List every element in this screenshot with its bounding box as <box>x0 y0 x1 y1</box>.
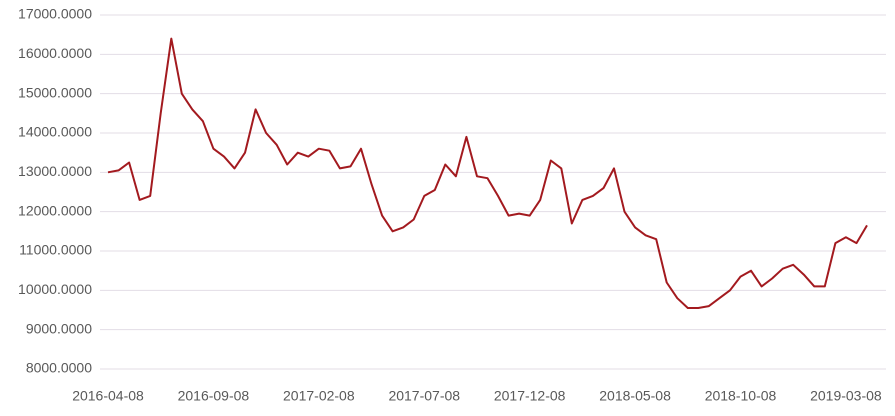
y-tick-label: 11000.0000 <box>19 242 92 258</box>
x-tick-label: 2017-02-08 <box>283 388 355 404</box>
y-tick-label: 9000.0000 <box>26 320 92 336</box>
y-tick-label: 13000.0000 <box>18 163 92 179</box>
y-tick-label: 16000.0000 <box>18 45 92 61</box>
y-tick-label: 17000.0000 <box>18 6 92 22</box>
y-tick-label: 8000.0000 <box>26 360 92 376</box>
y-tick-label: 15000.0000 <box>18 84 92 100</box>
x-tick-label: 2018-05-08 <box>599 388 671 404</box>
y-tick-label: 12000.0000 <box>18 202 92 218</box>
x-tick-label: 2016-04-08 <box>72 388 144 404</box>
data-line <box>107 37 868 309</box>
y-tick-label: 10000.0000 <box>18 281 92 297</box>
x-tick-label: 2018-10-08 <box>705 388 777 404</box>
x-tick-label: 2016-09-08 <box>178 388 250 404</box>
x-tick-label: 2017-12-08 <box>494 388 566 404</box>
x-tick-label: 2019-03-08 <box>810 388 882 404</box>
x-tick-label: 2017-07-08 <box>388 388 460 404</box>
y-tick-label: 14000.0000 <box>18 124 92 140</box>
